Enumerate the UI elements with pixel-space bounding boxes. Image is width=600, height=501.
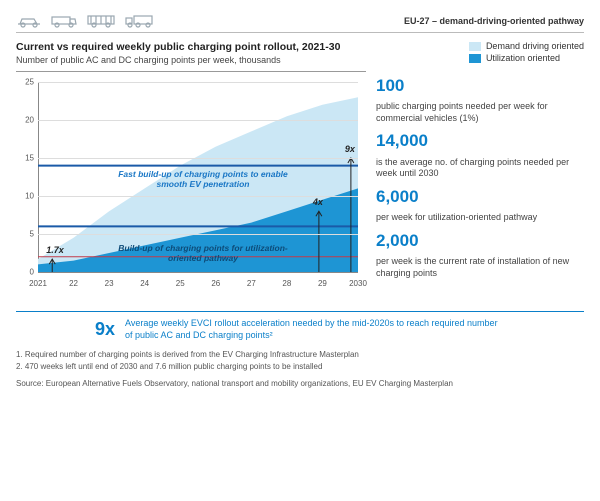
chart-canvas: 1.7x 4x 9x Fast build-up of charging points…	[38, 82, 358, 272]
x-tick: 27	[247, 279, 256, 288]
stat-value: 2,000	[376, 230, 419, 252]
y-tick: 5	[16, 230, 38, 239]
y-tick: 20	[16, 116, 38, 125]
x-tick: 2030	[349, 279, 367, 288]
stat-2: 6,000 per week for utilization-oriented …	[376, 186, 581, 224]
stat-text: is the average no. of charging points ne…	[376, 157, 581, 180]
y-tick: 25	[16, 78, 38, 87]
chart-annotation: Fast build-up of charging points to enab…	[108, 169, 298, 189]
legend-item-demand: Demand driving oriented	[469, 41, 584, 51]
y-axis: 0510152025	[16, 82, 38, 272]
legend-label-util: Utilization oriented	[486, 53, 560, 63]
source: Source: European Alternative Fuels Obser…	[16, 378, 584, 389]
stat-3: 2,000 per week is the current rate of in…	[376, 230, 581, 279]
legend-label-demand: Demand driving oriented	[486, 41, 584, 51]
legend-swatch-demand	[469, 42, 481, 51]
x-tick: 26	[211, 279, 220, 288]
bus-icon	[86, 14, 116, 28]
x-tick: 29	[318, 279, 327, 288]
header-row: EU-27 – demand-driving-oriented pathway	[16, 14, 584, 33]
x-axis-line	[38, 272, 358, 273]
x-tick: 23	[105, 279, 114, 288]
callout-value: 9x	[95, 319, 115, 340]
separator	[16, 311, 584, 312]
content-row: 0 5 10 15 20 25 1.7x 4x 9x Fast build-up of char…	[16, 71, 584, 301]
footnotes: 1. Required number of charging points is…	[16, 349, 584, 389]
stat-value: 14,000	[376, 130, 428, 152]
multiplier-label: 1.7x	[46, 245, 64, 255]
y-tick: 0	[16, 268, 38, 277]
x-tick: 24	[140, 279, 149, 288]
legend-item-util: Utilization oriented	[469, 53, 584, 63]
footnote-1: 1. Required number of charging points is…	[16, 349, 584, 360]
chart-subtitle: Number of public AC and DC charging poin…	[16, 55, 340, 65]
stat-1: 14,000 is the average no. of charging po…	[376, 130, 581, 179]
x-axis: 202122232425262728292030	[38, 279, 358, 293]
truck-icon	[124, 14, 154, 28]
stat-text: per week is the current rate of installa…	[376, 256, 581, 279]
side-stats: 100 public charging points needed per we…	[376, 71, 581, 279]
callout-text: Average weekly EVCI rollout acceleration…	[125, 318, 505, 341]
chart-area: 0 5 10 15 20 25 1.7x 4x 9x Fast build-up of char…	[16, 71, 366, 301]
title-block: Current vs required weekly public chargi…	[16, 41, 340, 65]
stat-0: 100 public charging points needed per we…	[376, 75, 581, 124]
title-row: Current vs required weekly public chargi…	[16, 41, 584, 65]
stat-text: per week for utilization-oriented pathwa…	[376, 212, 537, 224]
legend-swatch-util	[469, 54, 481, 63]
vehicle-icons	[16, 14, 154, 28]
stat-text: public charging points needed per week f…	[376, 101, 581, 124]
x-tick: 28	[282, 279, 291, 288]
footnote-2: 2. 470 weeks left until end of 2030 and …	[16, 361, 584, 372]
multiplier-label: 9x	[345, 144, 355, 154]
y-tick: 10	[16, 192, 38, 201]
x-tick: 2021	[29, 279, 47, 288]
x-tick: 22	[69, 279, 78, 288]
y-tick: 15	[16, 154, 38, 163]
callout: 9x Average weekly EVCI rollout accelerat…	[16, 318, 584, 341]
van-icon	[50, 14, 78, 28]
multiplier-label: 4x	[313, 197, 323, 207]
stat-value: 100	[376, 75, 404, 97]
pathway-label: EU-27 – demand-driving-oriented pathway	[404, 16, 584, 26]
chart-annotation: Build-up of charging points for utilizat…	[108, 243, 298, 263]
car-icon	[16, 14, 42, 28]
x-tick: 25	[176, 279, 185, 288]
stat-value: 6,000	[376, 186, 419, 208]
chart-title: Current vs required weekly public chargi…	[16, 41, 340, 53]
legend: Demand driving oriented Utilization orie…	[469, 41, 584, 65]
